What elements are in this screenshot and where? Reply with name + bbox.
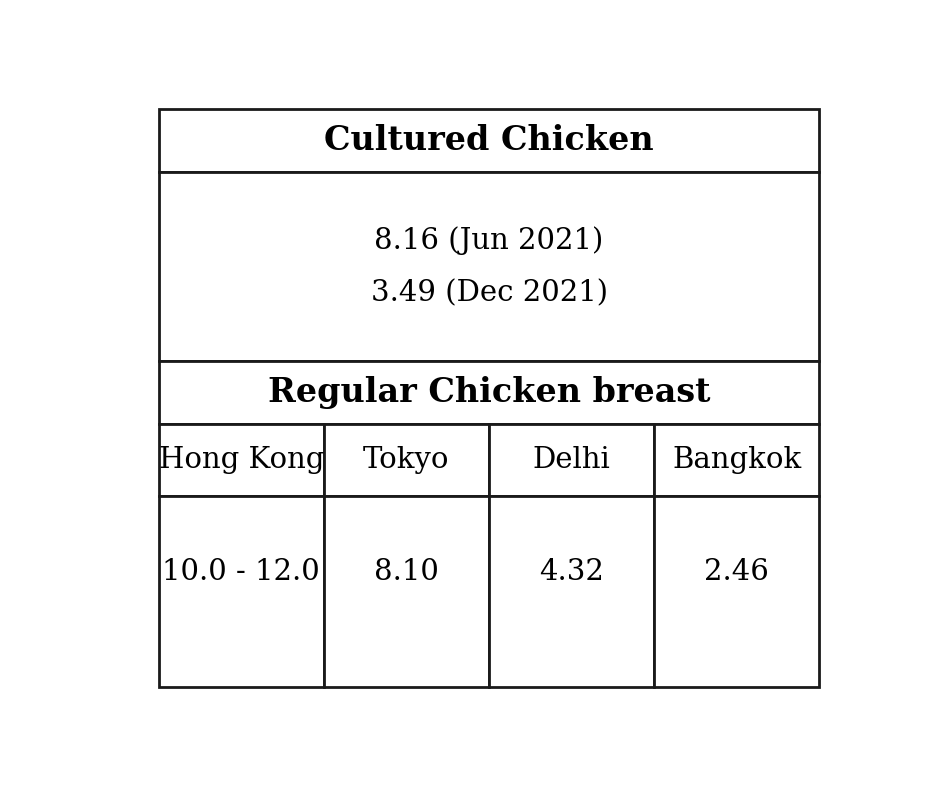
- Bar: [489, 424, 654, 496]
- Text: Regular Chicken breast: Regular Chicken breast: [268, 376, 710, 409]
- Bar: [489, 496, 654, 688]
- Bar: [654, 496, 819, 688]
- Bar: [159, 172, 819, 361]
- Bar: [324, 424, 489, 496]
- Text: Bangkok: Bangkok: [672, 446, 801, 474]
- Bar: [159, 361, 819, 424]
- Text: 8.10: 8.10: [374, 558, 438, 586]
- Text: Cultured Chicken: Cultured Chicken: [324, 124, 653, 157]
- Text: 2.46: 2.46: [705, 558, 769, 586]
- Bar: [159, 109, 819, 172]
- Text: Hong Kong: Hong Kong: [158, 446, 324, 474]
- Bar: [159, 496, 324, 688]
- Text: 10.0 - 12.0: 10.0 - 12.0: [163, 558, 320, 586]
- Text: Delhi: Delhi: [533, 446, 611, 474]
- Bar: [159, 424, 324, 496]
- Text: Tokyo: Tokyo: [364, 446, 450, 474]
- Text: 4.32: 4.32: [539, 558, 604, 586]
- Text: 8.16 (Jun 2021): 8.16 (Jun 2021): [374, 226, 603, 255]
- Text: 3.49 (Dec 2021): 3.49 (Dec 2021): [370, 279, 608, 307]
- Bar: [324, 496, 489, 688]
- Bar: [654, 424, 819, 496]
